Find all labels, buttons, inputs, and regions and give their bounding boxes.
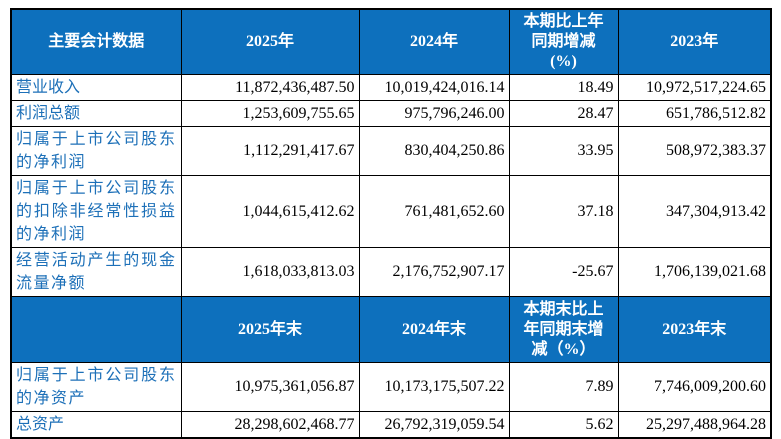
table-row-revenue: 营业收入 11,872,436,487.50 10,019,424,016.14… [10, 74, 772, 101]
header-row-end-of-period: 2025年末 2024年末 本期末比上 年同期末增 减（%） 2023年末 [10, 296, 772, 363]
header-2025-end: 2025年末 [180, 296, 360, 363]
value-2025: 1,618,033,813.03 [180, 247, 360, 297]
value-2024: 2,176,752,907.17 [358, 247, 510, 297]
table-row-net-profit: 归属于上市公司股东的净利润 1,112,291,417.67 830,404,2… [10, 126, 772, 176]
value-change-pct: 28.47 [508, 100, 619, 127]
value-2025: 1,112,291,417.67 [180, 126, 360, 176]
value-2023: 7,746,009,200.60 [617, 362, 772, 412]
value-change-pct: -25.67 [508, 247, 619, 297]
value-change-pct: 18.49 [508, 74, 619, 101]
header-2023-end: 2023年末 [617, 296, 772, 363]
value-2023: 1,706,139,021.68 [617, 247, 772, 297]
metric-label: 归属于上市公司股东的净利润 [10, 126, 182, 176]
value-2023: 508,972,383.37 [617, 126, 772, 176]
key-accounting-data-table: 主要会计数据 2025年 2024年 本期比上年 同期增减 (%) 2023年 … [10, 8, 772, 439]
value-change-pct: 33.95 [508, 126, 619, 176]
value-2025: 11,872,436,487.50 [180, 74, 360, 101]
header-metrics: 主要会计数据 [10, 8, 182, 75]
header-2025: 2025年 [180, 8, 360, 75]
metric-label: 归属于上市公司股东的净资产 [10, 362, 182, 412]
value-2025: 1,253,609,755.65 [180, 100, 360, 127]
metric-label: 利润总额 [10, 100, 182, 127]
table-row-operating-cash-flow: 经营活动产生的现金流量净额 1,618,033,813.03 2,176,752… [10, 247, 772, 297]
header-change-pct: 本期比上年 同期增减 (%) [508, 8, 619, 75]
document-page: 主要会计数据 2025年 2024年 本期比上年 同期增减 (%) 2023年 … [10, 8, 772, 439]
header-end-change-pct: 本期末比上 年同期末增 减（%） [508, 296, 619, 363]
value-2025: 10,975,361,056.87 [180, 362, 360, 412]
value-2024: 26,792,319,059.54 [358, 411, 510, 439]
value-2024: 830,404,250.86 [358, 126, 510, 176]
header-2023: 2023年 [617, 8, 772, 75]
metric-label: 营业收入 [10, 74, 182, 101]
table-row-deducted-net-profit: 归属于上市公司股东的扣除非经常性损益的净利润 1,044,615,412.62 … [10, 175, 772, 248]
header-2024-end: 2024年末 [358, 296, 510, 363]
value-2023: 651,786,512.82 [617, 100, 772, 127]
header-2024: 2024年 [358, 8, 510, 75]
value-2024: 10,019,424,016.14 [358, 74, 510, 101]
metric-label: 经营活动产生的现金流量净额 [10, 247, 182, 297]
value-change-pct: 5.62 [508, 411, 619, 439]
value-2024: 761,481,652.60 [358, 175, 510, 248]
value-2024: 10,173,175,507.22 [358, 362, 510, 412]
table-row-total-assets: 总资产 28,298,602,468.77 26,792,319,059.54 … [10, 411, 772, 439]
table-row-total-profit: 利润总额 1,253,609,755.65 975,796,246.00 28.… [10, 100, 772, 127]
value-2025: 1,044,615,412.62 [180, 175, 360, 248]
value-2023: 347,304,913.42 [617, 175, 772, 248]
table-row-net-assets: 归属于上市公司股东的净资产 10,975,361,056.87 10,173,1… [10, 362, 772, 412]
value-change-pct: 37.18 [508, 175, 619, 248]
metric-label: 总资产 [10, 411, 182, 439]
header-row-period: 主要会计数据 2025年 2024年 本期比上年 同期增减 (%) 2023年 [10, 8, 772, 75]
metric-label: 归属于上市公司股东的扣除非经常性损益的净利润 [10, 175, 182, 248]
value-2023: 10,972,517,224.65 [617, 74, 772, 101]
value-change-pct: 7.89 [508, 362, 619, 412]
value-2025: 28,298,602,468.77 [180, 411, 360, 439]
value-2023: 25,297,488,964.28 [617, 411, 772, 439]
header-metrics-blank [10, 296, 182, 363]
value-2024: 975,796,246.00 [358, 100, 510, 127]
